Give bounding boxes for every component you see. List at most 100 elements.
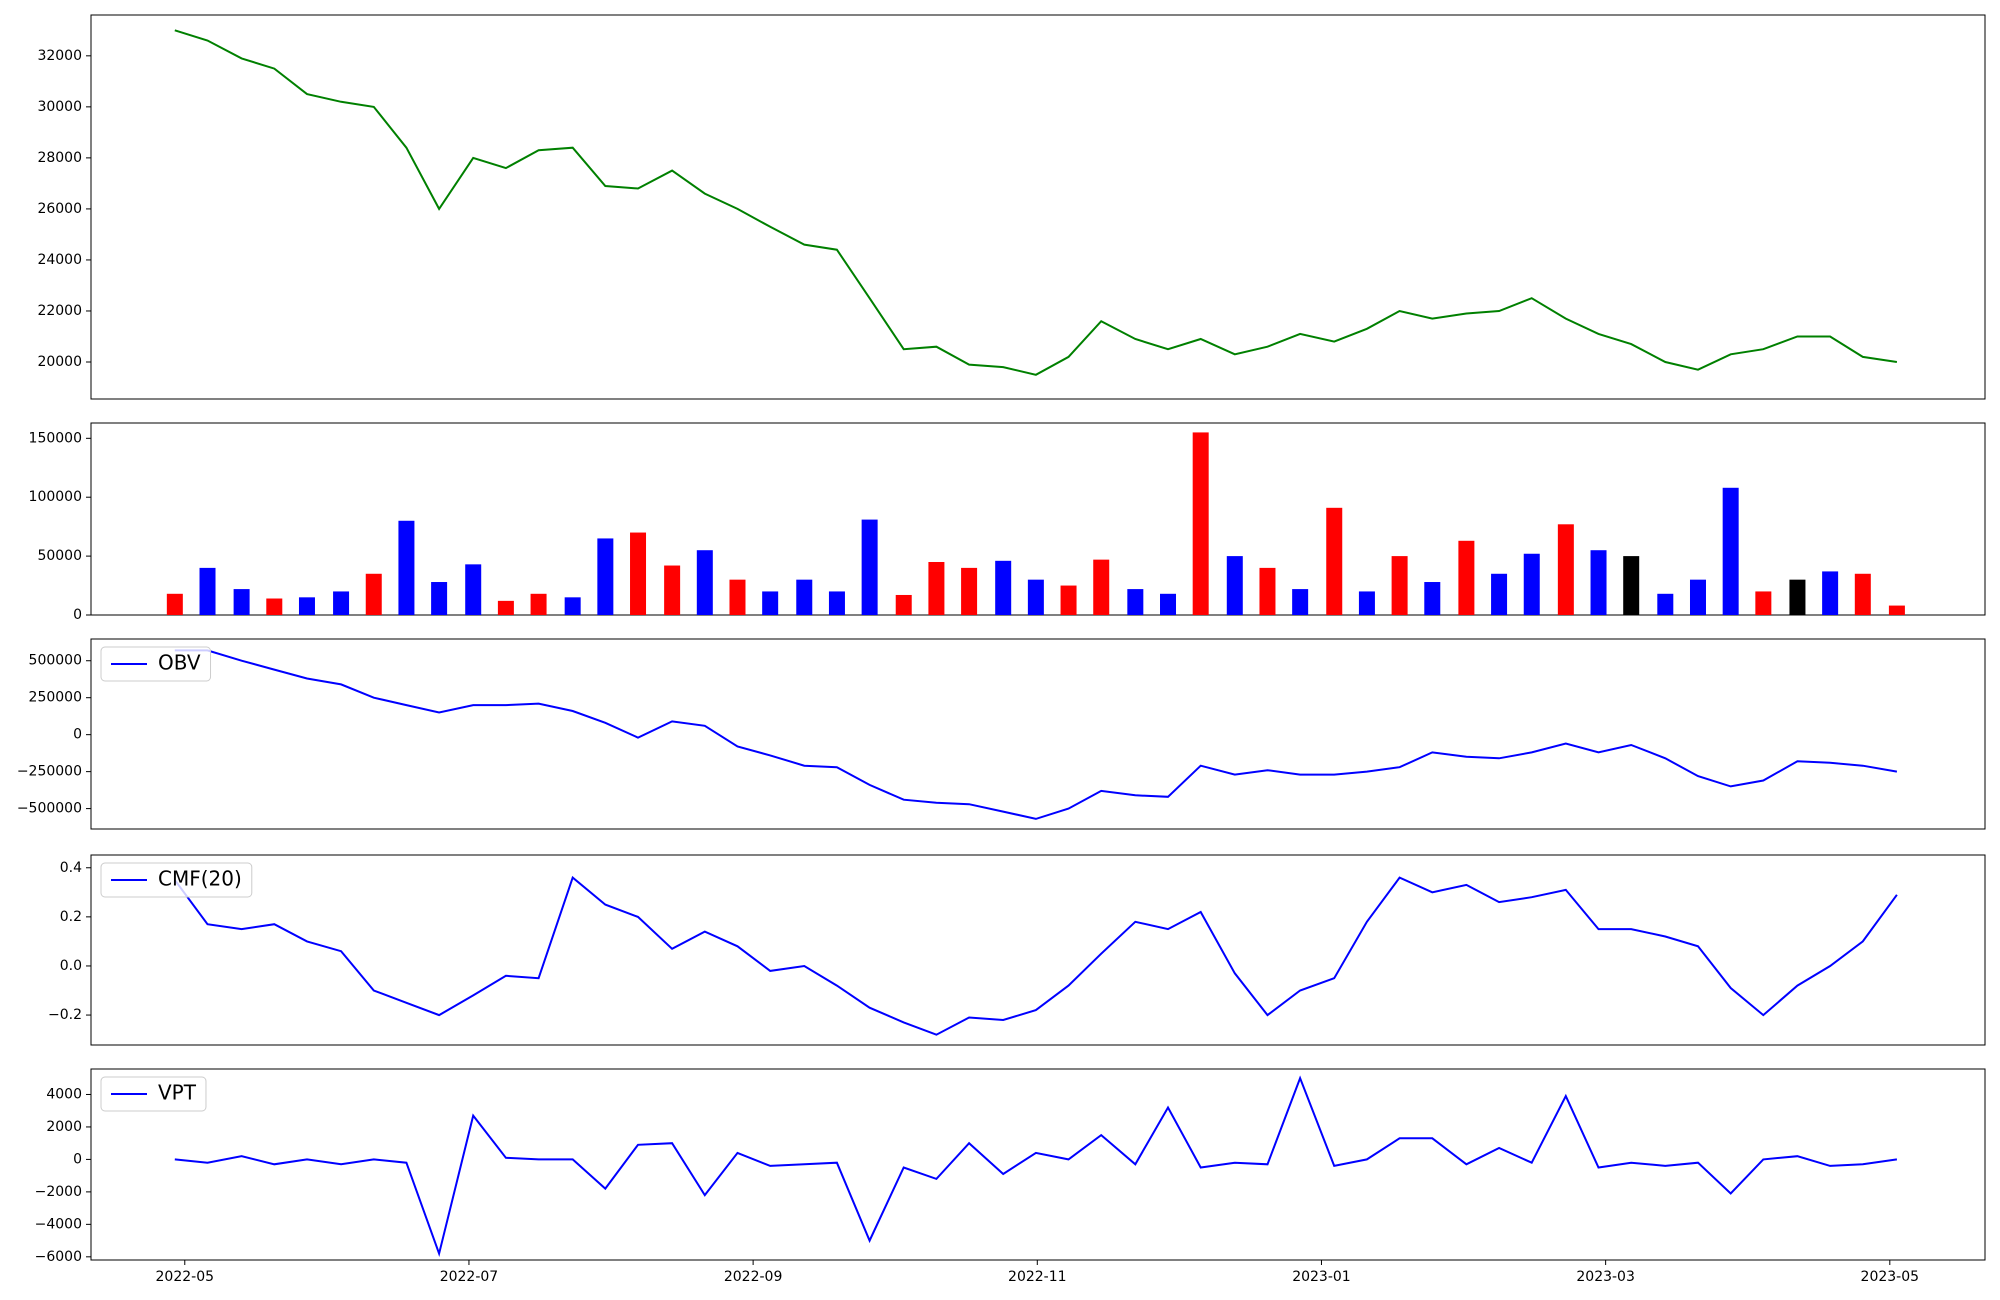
bar <box>762 591 779 615</box>
x-tick-label: 2023-03 <box>1576 1269 1635 1285</box>
bar <box>365 573 382 615</box>
bar <box>1523 553 1540 615</box>
bar <box>1623 556 1640 615</box>
y-tick-label: −2000 <box>35 1184 82 1200</box>
bar <box>1491 573 1508 615</box>
bar <box>1326 507 1343 615</box>
bar <box>796 579 813 615</box>
x-tick-label: 2023-01 <box>1292 1269 1351 1285</box>
bar <box>333 591 350 615</box>
y-tick-label: −6000 <box>35 1249 82 1265</box>
legend-box <box>100 1076 207 1112</box>
bar <box>664 565 681 615</box>
data-line <box>174 29 1898 376</box>
plot-frame <box>90 638 1986 830</box>
bar <box>597 538 614 615</box>
bar <box>1854 573 1871 615</box>
bar <box>1192 432 1209 615</box>
y-tick-label: 0.2 <box>60 909 82 925</box>
bar <box>1093 559 1110 615</box>
y-tick-label: 4000 <box>46 1086 82 1102</box>
bar <box>1259 567 1276 615</box>
y-tick-label: 0 <box>73 727 82 743</box>
y-tick-label: 150000 <box>29 430 82 446</box>
bar <box>1226 556 1243 615</box>
y-tick-label: 32000 <box>37 48 82 64</box>
bar <box>1590 550 1607 615</box>
y-tick-label: 250000 <box>29 690 82 706</box>
y-tick-label: −250000 <box>17 764 82 780</box>
y-tick-label: 28000 <box>37 150 82 166</box>
bar <box>199 567 216 615</box>
bar <box>530 593 547 615</box>
bar <box>1458 540 1475 615</box>
data-line <box>174 649 1898 820</box>
y-tick-label: 24000 <box>37 252 82 268</box>
x-tick-label: 2023-05 <box>1861 1269 1920 1285</box>
bar <box>1292 589 1309 615</box>
bar <box>298 597 315 615</box>
bar <box>861 519 878 615</box>
data-line <box>174 1075 1898 1258</box>
y-tick-label: −500000 <box>17 801 82 817</box>
y-tick-label: 50000 <box>37 548 82 564</box>
y-tick-label: 26000 <box>37 201 82 217</box>
legend-box <box>100 862 253 898</box>
bar <box>166 593 183 615</box>
bar <box>1755 591 1772 615</box>
bar <box>1789 579 1806 615</box>
bar <box>1822 571 1839 615</box>
bar <box>1391 556 1408 615</box>
y-tick-label: 0.0 <box>60 958 82 974</box>
y-tick-label: 2000 <box>46 1119 82 1135</box>
y-tick-label: 0 <box>73 1151 82 1167</box>
bar <box>465 564 482 615</box>
bar <box>1557 524 1574 615</box>
x-tick-label: 2022-05 <box>156 1269 215 1285</box>
y-tick-label: 0 <box>73 607 82 623</box>
y-tick-label: 30000 <box>37 99 82 115</box>
legend-box <box>100 646 212 682</box>
x-tick-label: 2022-11 <box>1008 1269 1067 1285</box>
bar <box>828 591 845 615</box>
bar <box>497 600 514 615</box>
plot-frame <box>90 854 1986 1046</box>
y-tick-label: −4000 <box>35 1216 82 1232</box>
plot-frame <box>90 14 1986 400</box>
bar <box>729 579 746 615</box>
x-tick-label: 2022-07 <box>440 1269 499 1285</box>
bar <box>995 560 1012 615</box>
legend: VPT <box>100 1076 207 1112</box>
bar <box>1127 589 1144 615</box>
y-tick-label: 22000 <box>37 303 82 319</box>
bar <box>1689 579 1706 615</box>
bar <box>630 532 647 615</box>
legend-label: OBV <box>158 651 201 675</box>
y-tick-label: −0.2 <box>48 1007 82 1023</box>
bar <box>233 589 250 615</box>
bar <box>696 550 713 615</box>
bar <box>1160 593 1177 615</box>
bar <box>1888 605 1905 615</box>
bar <box>895 594 912 615</box>
bar <box>398 520 415 615</box>
y-tick-label: 500000 <box>29 653 82 669</box>
y-tick-label: 20000 <box>37 354 82 370</box>
legend: OBV <box>100 646 212 682</box>
bar <box>928 561 945 615</box>
legend-label: VPT <box>158 1081 197 1105</box>
bar <box>1424 582 1441 615</box>
bar <box>1722 487 1739 615</box>
legend-label: CMF(20) <box>158 867 242 891</box>
data-line <box>173 875 1898 1036</box>
plot-frame <box>90 1068 1986 1261</box>
bar <box>1657 593 1674 615</box>
y-tick-label: 100000 <box>29 489 82 505</box>
bar <box>1358 591 1375 615</box>
bar <box>961 567 978 615</box>
bar <box>1027 579 1044 615</box>
bar <box>1060 585 1077 615</box>
bar <box>431 582 448 615</box>
y-tick-label: 0.4 <box>60 860 82 876</box>
